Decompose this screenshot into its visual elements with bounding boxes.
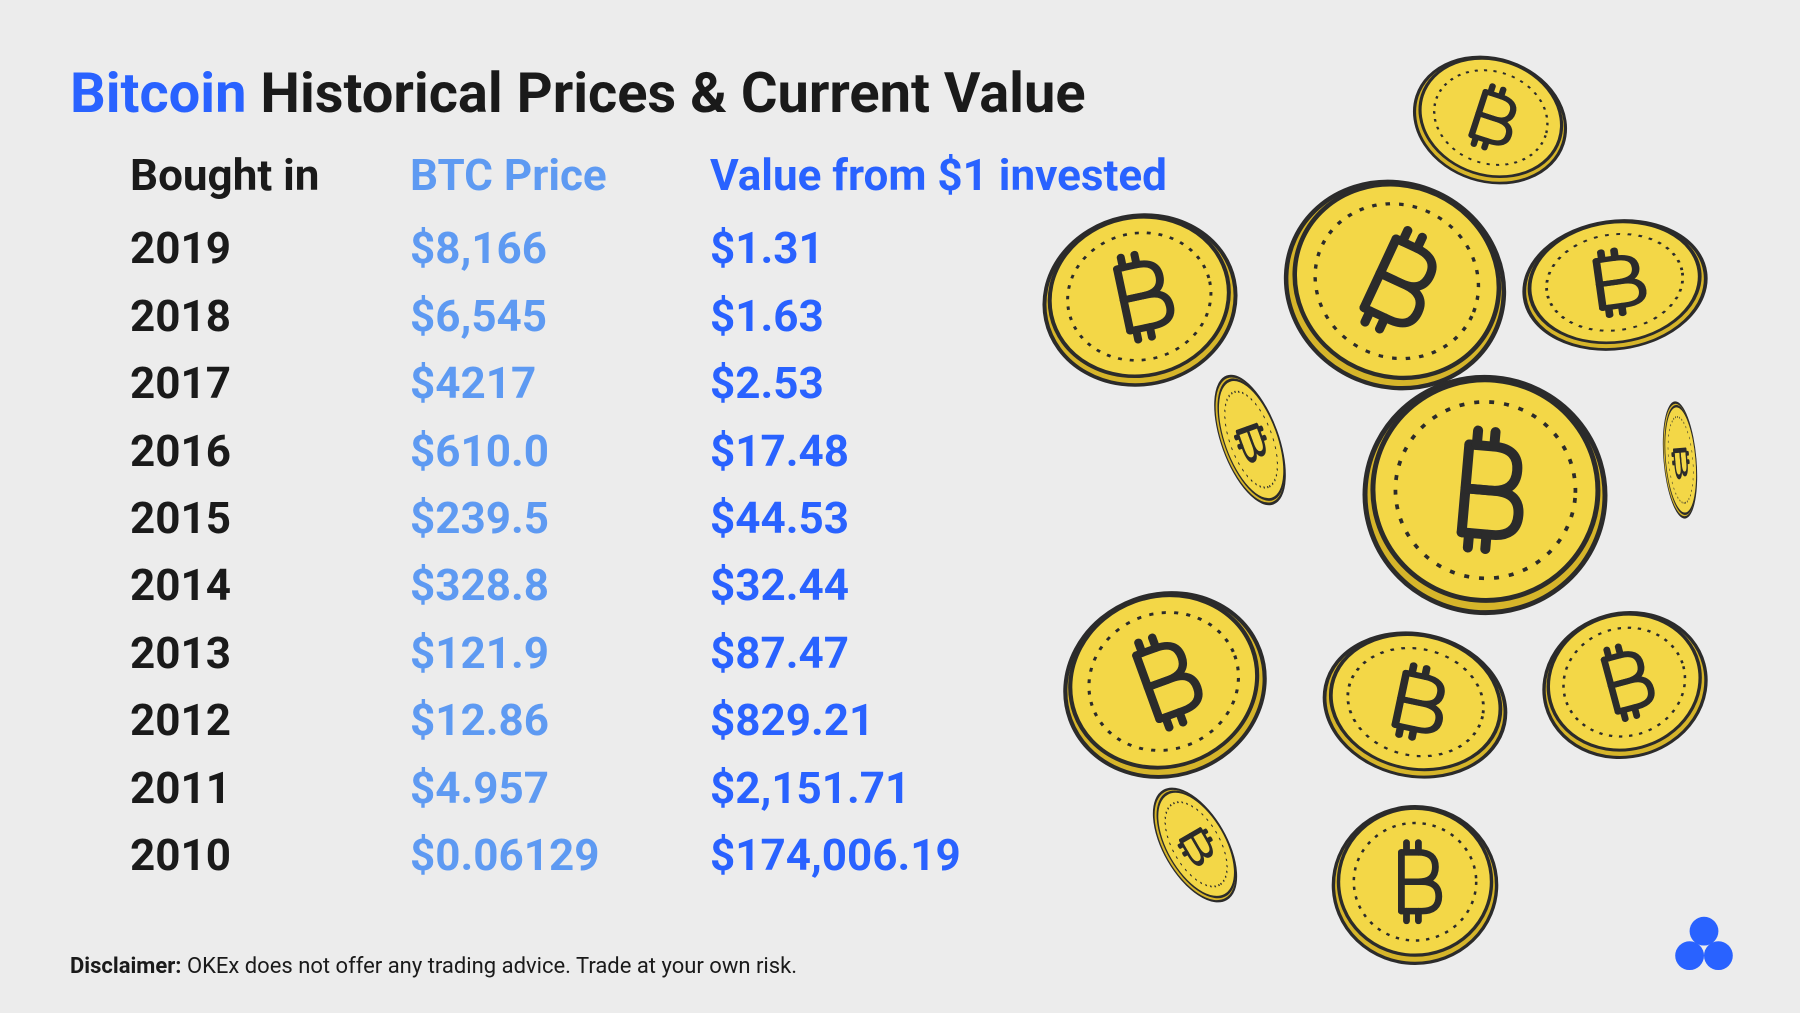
infographic-page: Bitcoin Historical Prices & Current Valu… — [0, 0, 1800, 1013]
table-cell-price: $12.86 — [410, 691, 710, 750]
table-cell-year: 2013 — [130, 624, 410, 683]
price-table: Bought in BTC Price Value from $1 invest… — [130, 146, 1730, 885]
table-cell-value: $1.63 — [710, 287, 1190, 346]
title-rest: Historical Prices & Current Value — [247, 60, 1086, 126]
table-cell-value: $829.21 — [710, 691, 1190, 750]
table-cell-value: $174,006.19 — [710, 826, 1190, 885]
table-cell-value: $17.48 — [710, 422, 1190, 481]
table-cell-year: 2017 — [130, 354, 410, 413]
table-cell-price: $121.9 — [410, 624, 710, 683]
table-cell-year: 2018 — [130, 287, 410, 346]
table-cell-value: $1.31 — [710, 219, 1190, 278]
table-cell-value: $44.53 — [710, 489, 1190, 548]
table-cell-value: $32.44 — [710, 556, 1190, 615]
table-cell-value: $2,151.71 — [710, 759, 1190, 818]
column-header-year: Bought in — [130, 146, 410, 211]
table-cell-year: 2015 — [130, 489, 410, 548]
table-cell-price: $610.0 — [410, 422, 710, 481]
table-cell-year: 2011 — [130, 759, 410, 818]
table-cell-price: $0.06129 — [410, 826, 710, 885]
disclaimer: Disclaimer: OKEx does not offer any trad… — [70, 954, 797, 979]
okex-logo-icon — [1668, 911, 1740, 983]
table-cell-price: $328.8 — [410, 556, 710, 615]
table-cell-price: $6,545 — [410, 287, 710, 346]
table-cell-price: $4.957 — [410, 759, 710, 818]
table-cell-year: 2012 — [130, 691, 410, 750]
page-title: Bitcoin Historical Prices & Current Valu… — [70, 60, 1730, 126]
table-cell-year: 2019 — [130, 219, 410, 278]
column-header-value: Value from $1 invested — [710, 146, 1190, 211]
table-cell-price: $239.5 — [410, 489, 710, 548]
column-header-price: BTC Price — [410, 146, 710, 211]
table-cell-year: 2016 — [130, 422, 410, 481]
table-cell-price: $4217 — [410, 354, 710, 413]
title-accent: Bitcoin — [70, 60, 247, 126]
table-cell-price: $8,166 — [410, 219, 710, 278]
table-cell-value: $87.47 — [710, 624, 1190, 683]
disclaimer-label: Disclaimer: — [70, 954, 182, 979]
table-cell-value: $2.53 — [710, 354, 1190, 413]
table-cell-year: 2014 — [130, 556, 410, 615]
table-cell-year: 2010 — [130, 826, 410, 885]
disclaimer-text: OKEx does not offer any trading advice. … — [182, 954, 798, 979]
